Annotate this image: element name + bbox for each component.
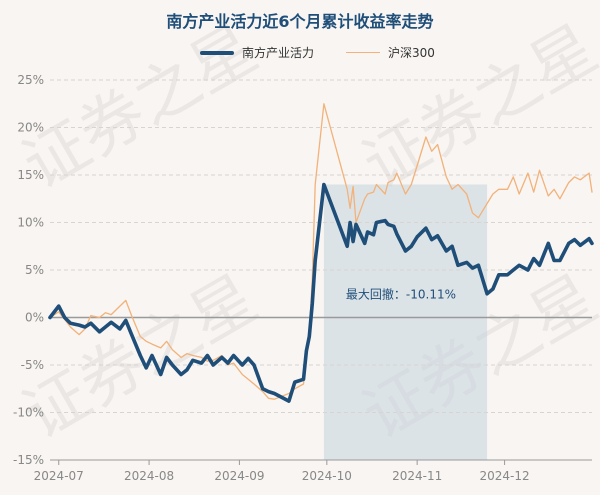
watermark-text: 证券之星 — [11, 12, 270, 204]
y-tick-label: 0% — [25, 311, 44, 325]
legend-swatch-index — [346, 52, 380, 53]
y-tick-label: -15% — [13, 453, 44, 467]
x-tick-label: 2024-10 — [302, 469, 352, 483]
series-line-fund — [48, 182, 594, 403]
annotations: 最大回撤：-10.11% — [346, 287, 456, 302]
legend: 南方产业活力 沪深300 — [0, 44, 600, 64]
drawdown-label: 最大回撤：-10.11% — [346, 287, 456, 302]
x-tick-label: 2024-09 — [214, 469, 264, 483]
legend-item-fund[interactable]: 南方产业活力 — [200, 44, 314, 61]
legend-item-index[interactable]: 沪深300 — [346, 44, 435, 61]
y-tick-label: -5% — [21, 358, 44, 372]
legend-label-index: 沪深300 — [388, 46, 435, 60]
x-tick-label: 2024-07 — [34, 469, 84, 483]
x-tick-label: 2024-11 — [392, 469, 442, 483]
x-tick-label: 2024-08 — [124, 469, 174, 483]
watermark: 证券之星证券之星证券之星证券之星 — [11, 12, 600, 454]
x-axis-ticks: 2024-07 2024-08 2024-09 2024-10 2024-11 2024-… — [34, 459, 592, 483]
y-tick-label: -10% — [13, 406, 44, 420]
y-tick-label: 5% — [25, 263, 44, 277]
y-tick-label: 15% — [17, 168, 44, 182]
legend-swatch-fund — [200, 50, 234, 55]
series-line-index — [49, 103, 593, 400]
series-lines — [48, 103, 594, 403]
y-axis-ticks: 25% 20% 15% 10% 5% 0% -5% -10% -15% — [13, 73, 44, 467]
y-tick-label: 10% — [17, 216, 44, 230]
legend-label-fund: 南方产业活力 — [242, 46, 315, 60]
y-tick-label: 20% — [17, 121, 44, 135]
x-tick-label: 2024-12 — [480, 469, 530, 483]
chart-title: 南方产业活力近6个月累计收益率走势 — [166, 12, 434, 31]
y-tick-label: 25% — [17, 73, 44, 87]
